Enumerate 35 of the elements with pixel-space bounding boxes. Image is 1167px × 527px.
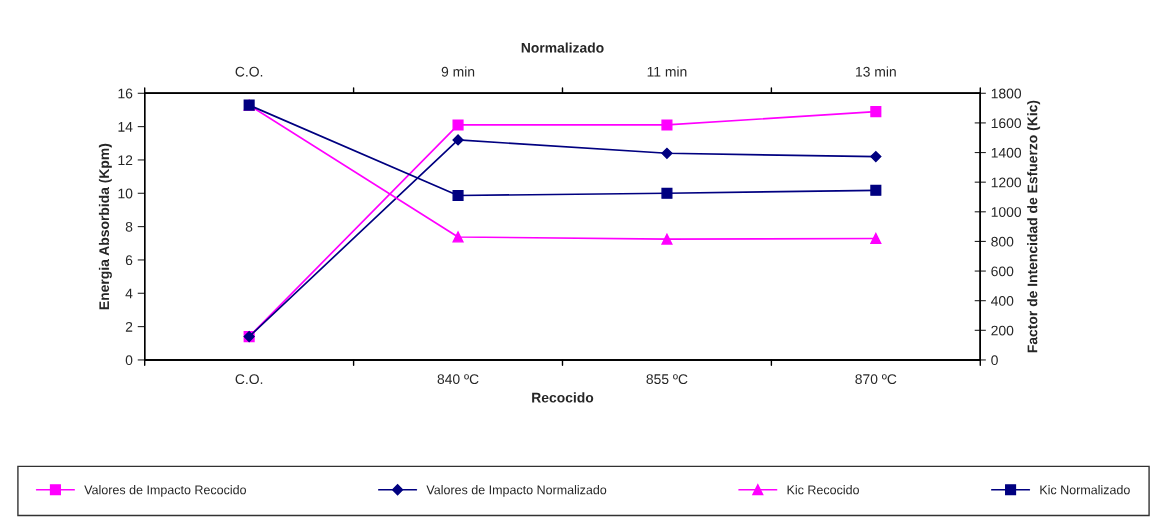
- x-tick-label: 840 ºC: [437, 374, 479, 385]
- y2-tick-label: 200: [991, 325, 1014, 336]
- y2-tick-label: 800: [991, 236, 1014, 247]
- text: 9 min: [441, 66, 475, 77]
- y2-tick-label: 400: [991, 296, 1014, 306]
- y2-tick-label: 1200: [991, 177, 1022, 188]
- y2-tick-label: 1000: [991, 207, 1022, 217]
- x-tick-label: 870 ºC: [855, 374, 897, 385]
- y2-tick-label: 600: [991, 266, 1014, 277]
- x2-axis-title: Normalizado: [521, 42, 604, 53]
- y-tick-label: 14: [118, 122, 133, 132]
- text: 13 min: [856, 66, 896, 77]
- y-tick-label: 6: [125, 255, 133, 266]
- y-axis-title: Energia Absorbida (Kpm): [98, 143, 112, 310]
- y2-tick-label: 1800: [991, 88, 1022, 99]
- y-tick-label: 12: [118, 155, 133, 165]
- text: C.O.: [235, 66, 263, 77]
- y-tick-label: 16: [118, 88, 133, 99]
- y2-tick-label: 0: [991, 355, 998, 366]
- x-tick-label: C.O.: [235, 374, 263, 385]
- legend-label: Kic Recocido: [787, 485, 859, 495]
- x-tick-label: 855 ºC: [646, 374, 688, 385]
- y-tick-label: 0: [125, 355, 133, 366]
- text: 11 min: [647, 66, 687, 77]
- x-axis-title: Recocido: [532, 392, 594, 403]
- y-tick-label: 10: [118, 188, 133, 199]
- y-tick-label: 4: [125, 288, 133, 299]
- legend-label: Kic Normalizado: [1040, 485, 1130, 495]
- y2-tick-label: 1600: [991, 118, 1022, 129]
- y-tick-label: 2: [125, 321, 133, 332]
- legend-label: Valores de Impacto Recocido: [84, 485, 247, 497]
- y2-axis-title: Factor de Intencidad de Esfuerzo (Kic): [1027, 100, 1041, 353]
- legend-label: Valores de Impacto Normalizado: [426, 485, 607, 497]
- y-tick-label: 8: [125, 221, 133, 232]
- y2-tick-label: 1400: [991, 147, 1022, 158]
